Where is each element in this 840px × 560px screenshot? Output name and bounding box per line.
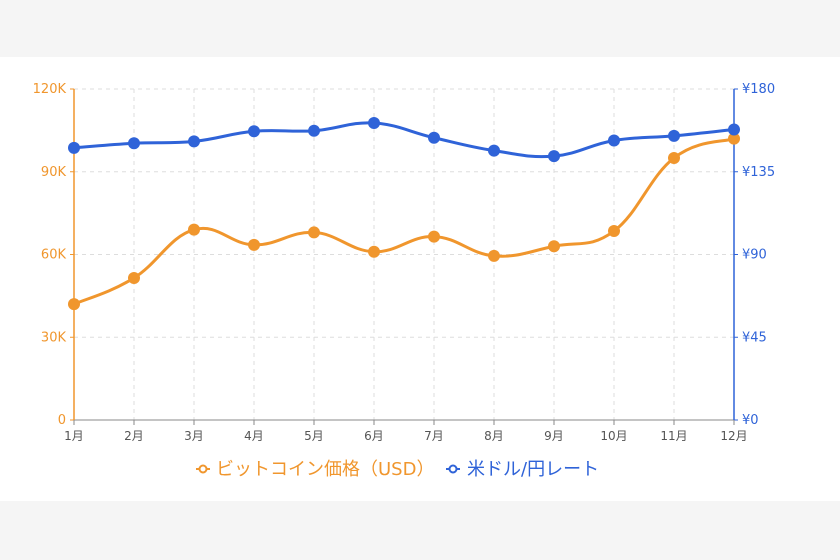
legend-item-usdjpy[interactable]: 米ドル/円レート (446, 459, 599, 480)
y-right-tick-label: ¥180 (742, 82, 775, 97)
chart-card (0, 57, 840, 501)
data-point-btc[interactable] (368, 245, 380, 258)
series-lines (73, 121, 735, 306)
data-point-btc[interactable] (68, 298, 80, 311)
y-right-tick-label: ¥45 (742, 330, 767, 345)
x-tick-label: 9月 (544, 429, 564, 443)
y-left-tick-label: 60K (41, 248, 67, 263)
data-point-btc[interactable] (188, 223, 200, 236)
x-tick-label: 6月 (364, 429, 384, 443)
legend-marker-btc (198, 464, 208, 474)
series-points (68, 117, 740, 311)
x-tick-label: 1月 (64, 429, 84, 443)
y-right-tick-label: ¥135 (742, 165, 775, 180)
data-point-usdjpy[interactable] (188, 135, 200, 148)
data-point-usdjpy[interactable] (308, 124, 320, 137)
data-point-btc[interactable] (128, 271, 140, 284)
x-tick-label: 8月 (484, 429, 504, 443)
axes (70, 88, 738, 425)
data-point-usdjpy[interactable] (608, 134, 620, 147)
data-point-btc[interactable] (428, 230, 440, 243)
data-point-usdjpy[interactable] (668, 129, 680, 142)
series-line-usdjpy (73, 121, 735, 159)
data-point-btc[interactable] (728, 132, 740, 145)
data-point-btc[interactable] (488, 249, 500, 262)
data-point-usdjpy[interactable] (428, 131, 440, 144)
x-tick-label: 3月 (184, 429, 204, 443)
y-right-tick-label: ¥0 (742, 413, 759, 428)
x-tick-label: 4月 (244, 429, 264, 443)
data-point-usdjpy[interactable] (728, 123, 740, 136)
series-line-btc (73, 137, 735, 306)
data-point-usdjpy[interactable] (548, 150, 560, 163)
grid (74, 88, 734, 420)
x-tick-label: 7月 (424, 429, 444, 443)
y-left-tick-label: 0 (58, 413, 66, 428)
x-tick-label: 11月 (660, 429, 687, 443)
data-point-usdjpy[interactable] (68, 141, 80, 154)
data-point-btc[interactable] (248, 238, 260, 251)
legend-marker-usdjpy (448, 464, 458, 474)
x-tick-label: 12月 (720, 429, 747, 443)
ticks: 0 ¥0 30K ¥45 60K ¥90 90K ¥135 120K ¥180 1月 2月 3月 4月 5月… (33, 82, 775, 443)
data-point-usdjpy[interactable] (128, 137, 140, 150)
data-point-usdjpy[interactable] (368, 117, 380, 130)
data-point-usdjpy[interactable] (488, 144, 500, 157)
y-left-tick-label: 90K (41, 165, 67, 180)
legend-label-btc: ビットコイン価格（USD） (216, 459, 434, 480)
data-point-usdjpy[interactable] (248, 125, 260, 138)
y-left-tick-label: 120K (33, 82, 67, 97)
y-right-tick-label: ¥90 (742, 248, 767, 263)
data-point-btc[interactable] (608, 225, 620, 238)
legend[interactable]: ビットコイン価格（USD） 米ドル/円レート (196, 459, 599, 480)
x-tick-label: 10月 (600, 429, 627, 443)
legend-item-btc[interactable]: ビットコイン価格（USD） (196, 459, 434, 480)
y-left-tick-label: 30K (41, 330, 67, 345)
legend-label-usdjpy: 米ドル/円レート (467, 459, 599, 480)
data-point-btc[interactable] (668, 151, 680, 164)
data-point-btc[interactable] (308, 226, 320, 239)
data-point-btc[interactable] (548, 240, 560, 253)
x-tick-label: 5月 (304, 429, 324, 443)
x-tick-label: 2月 (124, 429, 144, 443)
